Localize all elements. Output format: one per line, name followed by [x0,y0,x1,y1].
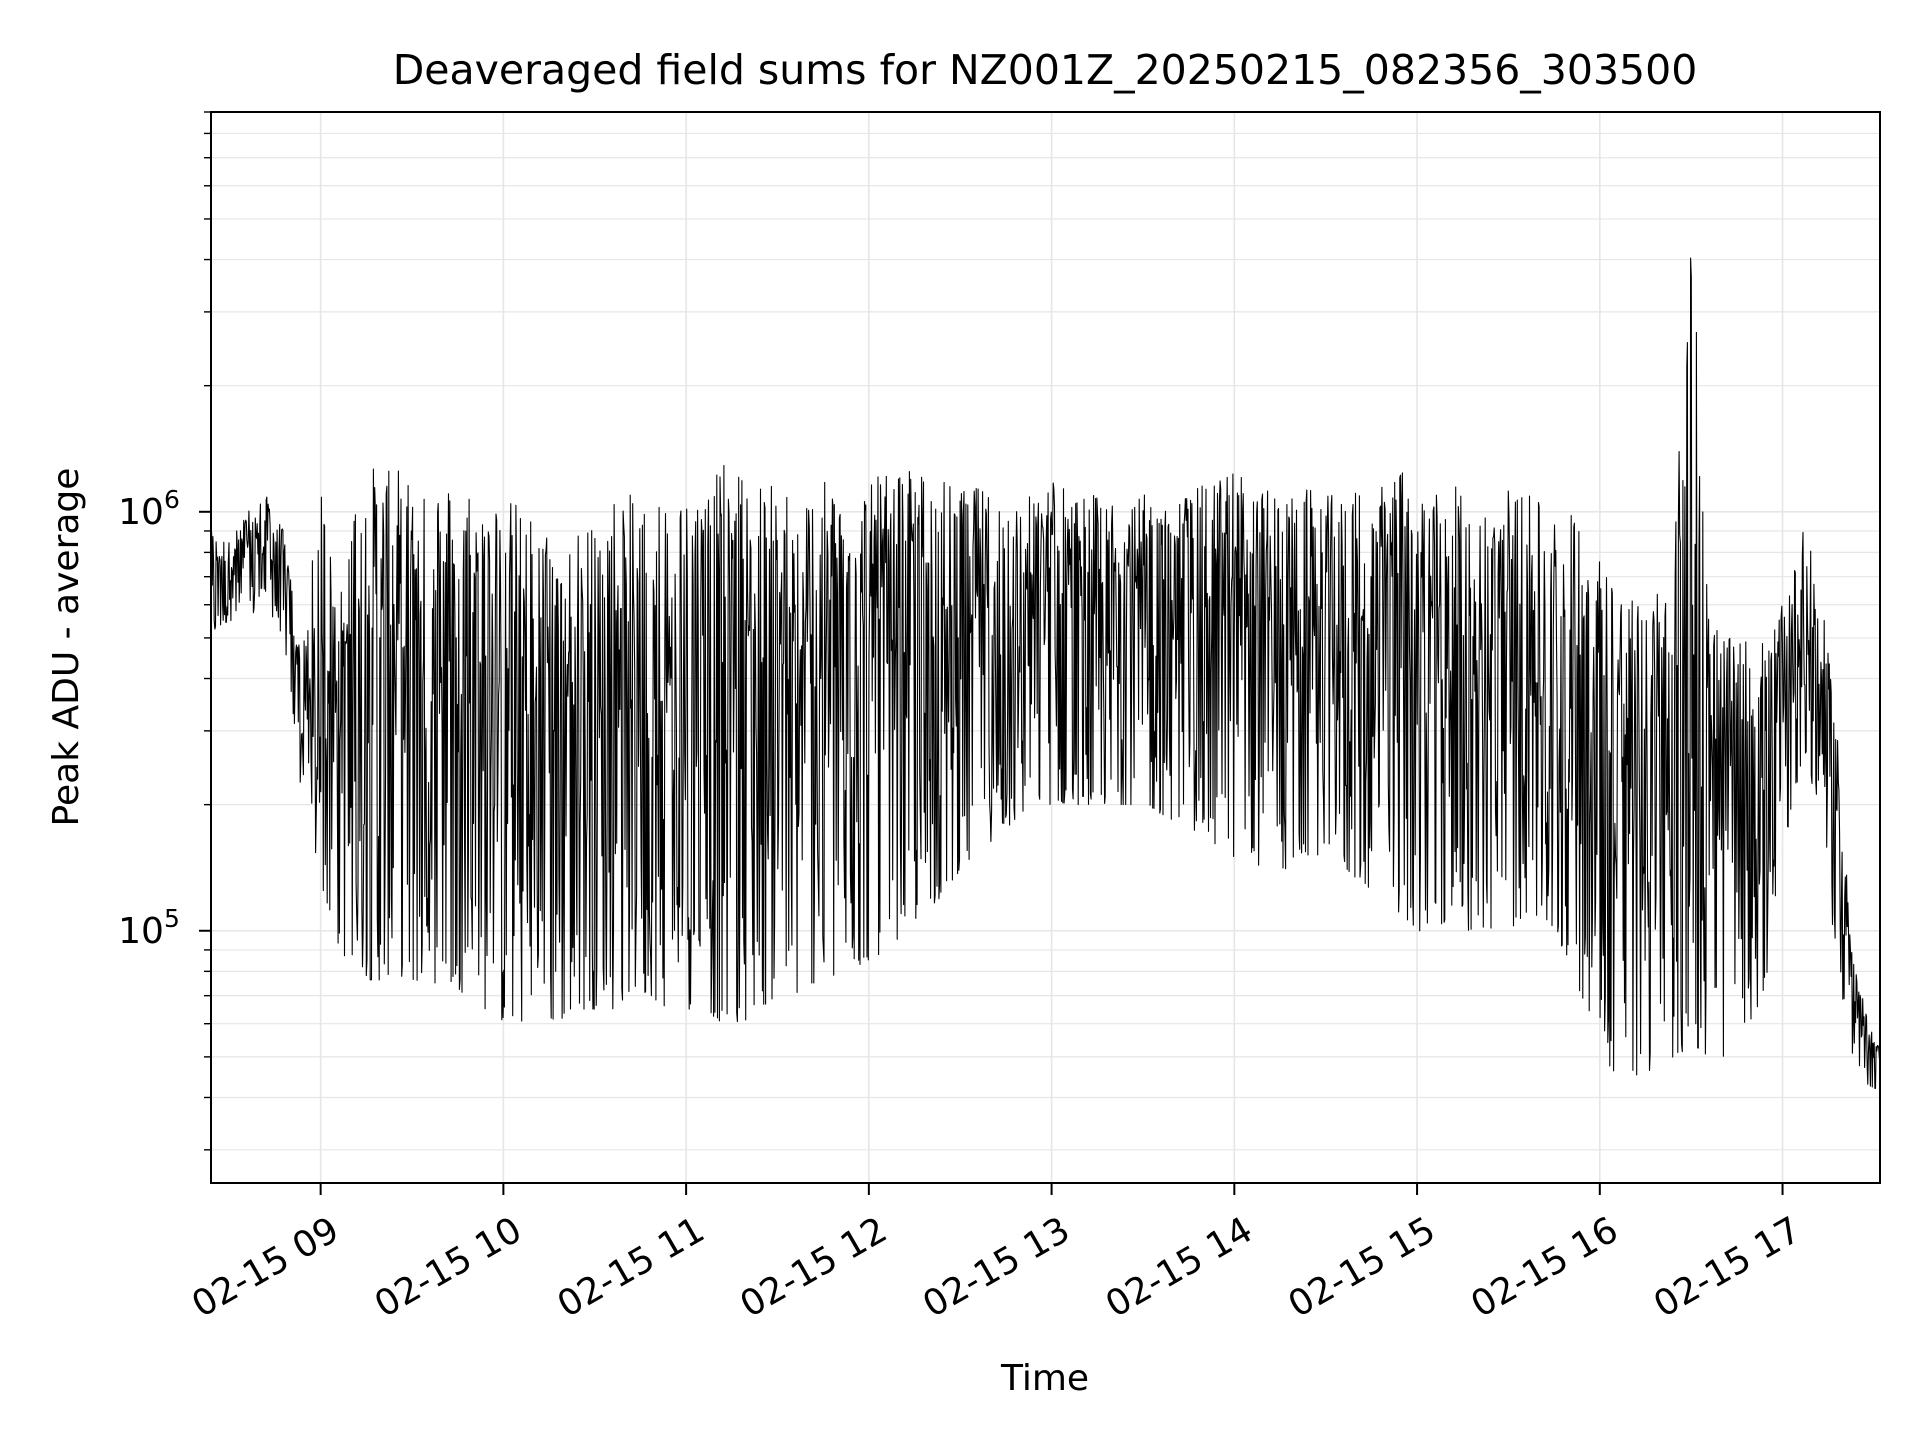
data-line [210,257,1881,1090]
plot-frame [210,111,1881,1184]
y-axis-label: Peak ADU - average [46,468,87,827]
y-tick-label: 105 [118,904,180,952]
x-axis-label: Time [1000,1358,1089,1399]
y-tick-exponent: 5 [164,904,180,933]
series-line [210,257,1881,1090]
y-tick-label: 106 [118,485,180,533]
chart-title: Deaveraged field sums for NZ001Z_2025021… [393,46,1698,94]
y-tick-base: 10 [118,911,164,952]
y-tick-base: 10 [118,492,164,533]
y-tick-exponent: 6 [164,485,180,514]
